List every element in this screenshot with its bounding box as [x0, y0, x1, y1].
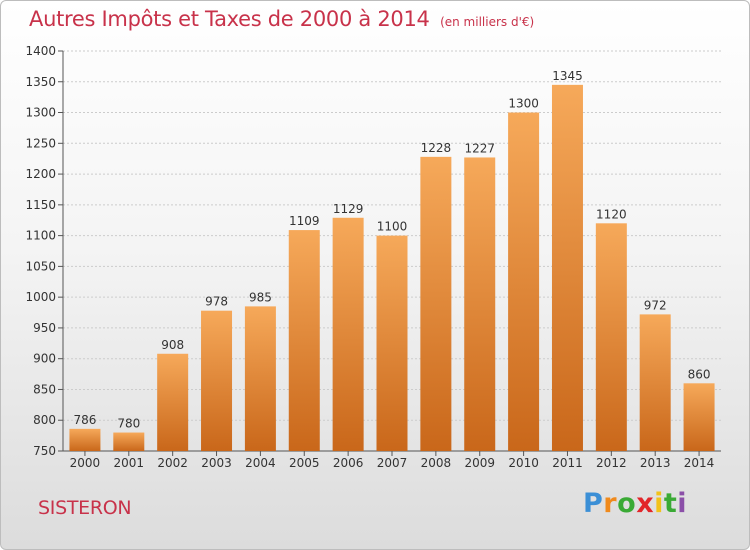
bar-2005: [288, 230, 320, 451]
bar-2000: [69, 428, 101, 451]
y-tick-label: 1350: [25, 75, 56, 89]
x-tick-label: 2007: [377, 456, 408, 470]
bar-2006: [332, 217, 364, 451]
data-label: 908: [161, 338, 184, 352]
chart-header: Autres Impôts et Taxes de 2000 à 2014 (e…: [29, 7, 534, 31]
data-labels: 786 780 908 978 985 1109 1129 1100 1228 1227 1300 1…: [73, 69, 710, 431]
y-tick-label: 900: [33, 352, 56, 366]
y-tick-label: 800: [33, 413, 56, 427]
chart-unit: (en milliers d'€): [440, 15, 535, 29]
bar-2003: [201, 310, 233, 451]
bar-2007: [376, 235, 408, 451]
bar-2012: [595, 223, 627, 451]
chart-title: Autres Impôts et Taxes de 2000 à 2014: [29, 7, 430, 31]
bar-2009: [464, 157, 496, 451]
bar-2013: [639, 314, 671, 451]
y-tick-label: 1400: [25, 44, 56, 58]
x-tick-label: 2014: [684, 456, 715, 470]
bar-2008: [420, 156, 452, 451]
data-label: 780: [117, 417, 140, 431]
bar-2002: [157, 353, 189, 451]
y-tick-label: 1050: [25, 259, 56, 273]
logo-letter: i: [677, 488, 688, 519]
data-label: 985: [249, 290, 272, 304]
data-label: 1228: [421, 141, 452, 155]
x-tick-label: 2011: [552, 456, 583, 470]
y-tick-label: 1300: [25, 106, 56, 120]
x-tick-label: 2013: [640, 456, 671, 470]
data-label: 1120: [596, 207, 627, 221]
data-label: 1300: [508, 97, 539, 111]
data-label: 1345: [552, 69, 583, 83]
y-tick-label: 1250: [25, 136, 56, 150]
logo-letter: o: [617, 488, 637, 519]
y-tick-label: 1150: [25, 198, 56, 212]
y-tick-label: 1100: [25, 229, 56, 243]
x-tick-label: 2010: [508, 456, 539, 470]
axes: 750 800 850 900 950 1000 1050 1100 1150 1200 1250 1…: [25, 44, 721, 470]
data-label: 1100: [377, 220, 408, 234]
logo-letter: P: [583, 488, 604, 519]
y-tick-label: 950: [33, 321, 56, 335]
x-tick-label: 2008: [421, 456, 452, 470]
x-tick-label: 2006: [333, 456, 364, 470]
logo-letter: x: [636, 488, 655, 519]
x-tick-label: 2000: [70, 456, 101, 470]
x-tick-label: 2012: [596, 456, 627, 470]
y-tick-label: 850: [33, 382, 56, 396]
x-tick-label: 2002: [157, 456, 188, 470]
data-label: 1227: [464, 141, 495, 155]
bars: [69, 84, 715, 452]
proxiti-logo[interactable]: Proxiti: [583, 488, 687, 519]
data-label: 786: [73, 413, 96, 427]
bar-2011: [551, 84, 583, 451]
bar-2001: [113, 432, 145, 451]
bar-2004: [244, 306, 276, 451]
bar-2010: [508, 112, 540, 452]
logo-letter: i: [654, 488, 664, 519]
y-tick-label: 1200: [25, 167, 56, 181]
data-label: 972: [644, 298, 667, 312]
bar-2014: [683, 383, 715, 451]
logo-letter: r: [603, 488, 618, 519]
y-tick-label: 1000: [25, 290, 56, 304]
x-tick-label: 2003: [201, 456, 232, 470]
x-tick-label: 2005: [289, 456, 320, 470]
city-name: SISTERON: [38, 497, 132, 519]
x-tick-label: 2004: [245, 456, 276, 470]
x-tick-label: 2009: [464, 456, 495, 470]
y-tick-label: 750: [33, 444, 56, 458]
data-label: 978: [205, 295, 228, 309]
logo-letter: t: [663, 488, 678, 519]
data-label: 1109: [289, 214, 320, 228]
data-label: 860: [688, 367, 711, 381]
data-label: 1129: [333, 202, 364, 216]
x-tick-label: 2001: [114, 456, 145, 470]
